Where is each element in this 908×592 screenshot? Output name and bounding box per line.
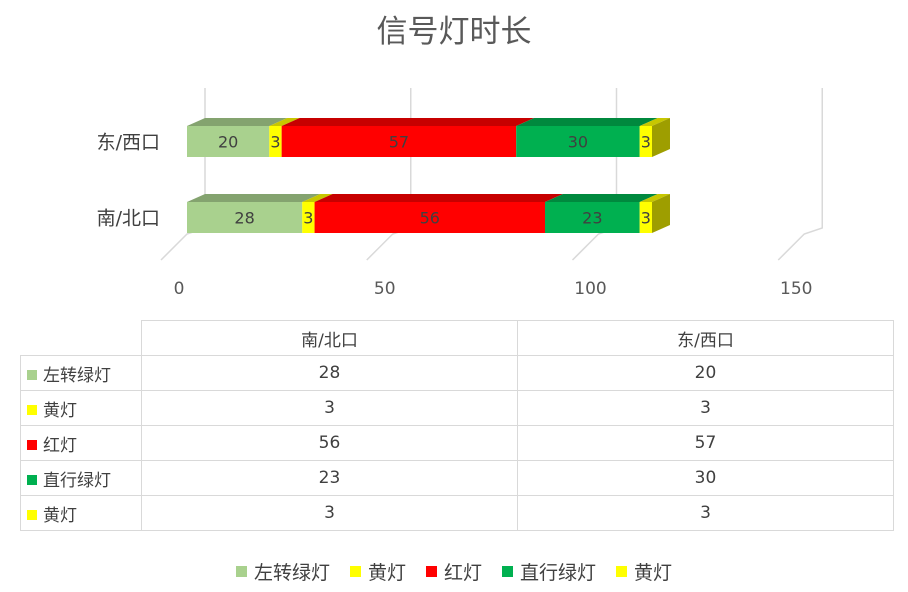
table-header-row: 南/北口 东/西口 <box>20 320 894 356</box>
legend-label: 左转绿灯 <box>253 562 330 584</box>
table-row-header: 黄灯 <box>20 390 142 426</box>
bar-segment: 3 <box>639 194 670 233</box>
data-label: 3 <box>303 209 313 228</box>
data-label: 3 <box>270 133 280 152</box>
legend-key-icon <box>27 404 37 415</box>
legend-key-icon <box>616 566 628 577</box>
legend-label: 黄灯 <box>367 562 406 584</box>
table-cell: 20 <box>517 355 894 391</box>
data-label: 56 <box>420 209 440 228</box>
table-cell: 3 <box>141 495 518 531</box>
row-label: 直行绿灯 <box>43 470 111 491</box>
table-row-header: 直行绿灯 <box>20 460 142 496</box>
table-row: 红灯 56 57 <box>20 425 894 461</box>
bar-segment: 3 <box>302 194 333 233</box>
category-label: 东/西口 <box>97 132 160 154</box>
table-row-header: 红灯 <box>20 425 142 461</box>
x-tick-label: 0 <box>174 279 185 299</box>
y-axis-categories: 东/西口南/北口 <box>97 132 160 230</box>
data-label: 28 <box>234 209 254 228</box>
bar-segment: 3 <box>269 118 300 157</box>
bar-segment: 57 <box>281 118 535 157</box>
bar-segment: 56 <box>314 194 564 233</box>
table-row-header: 左转绿灯 <box>20 355 142 391</box>
table-cell: 3 <box>141 390 518 426</box>
category-label: 南/北口 <box>97 208 160 230</box>
legend-key-icon <box>27 474 37 485</box>
data-label: 30 <box>568 133 588 152</box>
gridlines <box>160 88 823 261</box>
row-label: 黄灯 <box>43 400 77 421</box>
row-label: 左转绿灯 <box>43 365 111 386</box>
x-tick-label: 150 <box>780 279 812 299</box>
table-cell: 3 <box>517 495 894 531</box>
chart-legend: 左转绿灯 黄灯 红灯 直行绿灯 黄灯 <box>0 558 908 585</box>
data-label: 23 <box>582 209 602 228</box>
legend-label: 黄灯 <box>634 562 673 584</box>
data-label: 3 <box>641 133 651 152</box>
legend-label: 红灯 <box>443 562 482 584</box>
chart-plot: 信号灯时长 0 50 100 150 东/西口南/北口 20 3 57 30 3 28 3 56 23… <box>97 14 823 299</box>
data-label: 20 <box>218 133 238 152</box>
legend-key-icon <box>27 369 37 380</box>
row-label: 黄灯 <box>43 505 77 526</box>
gridline <box>571 88 618 261</box>
table-row: 黄灯 3 3 <box>20 495 894 531</box>
legend-key-icon <box>502 566 513 577</box>
legend-key-icon <box>425 566 437 577</box>
table-cell: 28 <box>141 355 518 391</box>
legend-key-icon <box>27 509 37 520</box>
legend-item: 黄灯 <box>349 558 406 585</box>
table-row-header: 黄灯 <box>20 495 142 531</box>
bar-segment: 20 <box>187 118 288 157</box>
legend-key-icon <box>27 439 37 450</box>
legend-item: 左转绿灯 <box>235 558 330 585</box>
legend-item: 黄灯 <box>616 558 672 585</box>
table-corner <box>20 320 142 356</box>
bar-segment: 23 <box>545 194 658 233</box>
table-row: 左转绿灯 28 20 <box>20 355 894 391</box>
bar-segment: 30 <box>516 118 658 157</box>
table-cell: 30 <box>517 460 894 496</box>
legend-key-icon <box>349 566 361 577</box>
legend-item: 直行绿灯 <box>502 558 596 585</box>
bars: 20 3 57 30 3 28 3 56 23 3 <box>187 118 670 233</box>
gridline <box>160 88 206 261</box>
table-row: 直行绿灯 23 30 <box>20 460 894 496</box>
data-label: 3 <box>641 209 651 228</box>
table-column-header: 南/北口 <box>141 320 518 356</box>
chart-title: 信号灯时长 <box>377 14 532 50</box>
gridline <box>366 88 412 261</box>
table-row: 黄灯 3 3 <box>20 390 894 426</box>
legend-key-icon <box>235 566 247 577</box>
data-label: 57 <box>389 133 409 152</box>
table-cell: 56 <box>141 425 518 461</box>
x-tick-label: 100 <box>574 279 606 299</box>
bar-segment: 3 <box>639 118 670 157</box>
data-table: 南/北口 东/西口 左转绿灯 28 20 黄灯 3 3 红灯 56 57 直行绿… <box>20 320 894 531</box>
bar-segment: 28 <box>187 194 321 233</box>
gridline <box>777 88 823 261</box>
x-tick-label: 50 <box>374 279 396 299</box>
row-label: 红灯 <box>43 435 77 456</box>
legend-label: 直行绿灯 <box>520 562 597 584</box>
table-cell: 23 <box>141 460 518 496</box>
table-column-header: 东/西口 <box>517 320 894 356</box>
table-cell: 57 <box>517 425 894 461</box>
legend-item: 红灯 <box>425 558 482 585</box>
x-axis-ticks: 0 50 100 150 <box>174 279 813 299</box>
table-cell: 3 <box>517 390 894 426</box>
